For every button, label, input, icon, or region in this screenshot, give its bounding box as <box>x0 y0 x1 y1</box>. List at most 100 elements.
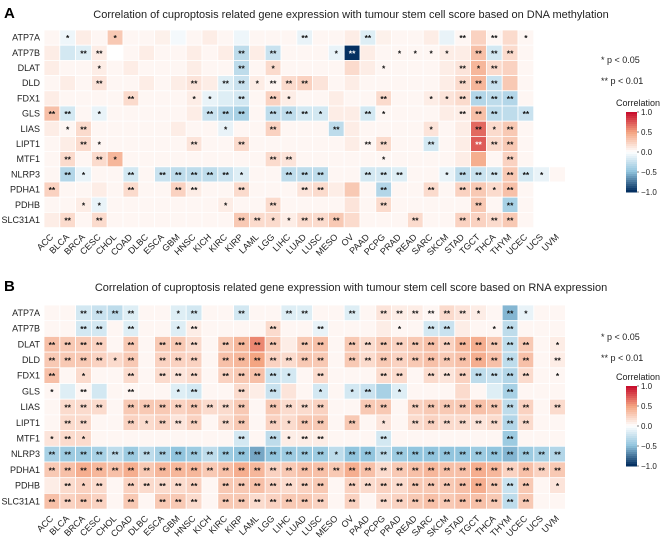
heatmap-cell <box>138 351 156 369</box>
significance-mark: * <box>256 79 260 89</box>
significance-mark: * <box>493 185 497 195</box>
colorbar-swatch <box>626 162 637 165</box>
gene-label: DLAT <box>18 339 41 349</box>
significance-mark: ** <box>396 465 403 475</box>
heatmap-cell <box>248 181 266 198</box>
heatmap-cell <box>549 75 566 92</box>
significance-mark: ** <box>523 418 530 428</box>
significance-mark: ** <box>491 450 498 460</box>
colorbar-swatch <box>626 428 637 431</box>
significance-mark: ** <box>380 94 387 104</box>
significance-mark: ** <box>491 403 498 413</box>
heatmap-cell <box>106 166 124 183</box>
significance-mark: ** <box>159 418 166 428</box>
heatmap-cell <box>327 320 345 337</box>
heatmap-cell <box>406 320 424 337</box>
heatmap-cell <box>391 430 408 447</box>
heatmap-cell <box>485 383 503 400</box>
heatmap-cell <box>185 44 203 61</box>
significance-mark: ** <box>175 185 182 195</box>
significance-mark: * <box>429 124 433 134</box>
heatmap-cell <box>154 211 171 228</box>
heatmap-cell <box>217 90 235 107</box>
heatmap-cell <box>122 75 140 92</box>
significance-mark: ** <box>317 371 324 381</box>
heatmap-cell <box>406 105 424 122</box>
heatmap-cell <box>406 60 424 77</box>
significance-mark: ** <box>286 109 293 119</box>
heatmap-cell <box>59 196 76 213</box>
gene-label: MTF1 <box>17 433 41 443</box>
significance-mark: ** <box>112 450 119 460</box>
significance-mark: ** <box>64 403 71 413</box>
heatmap-cell <box>122 105 140 122</box>
significance-mark: ** <box>207 465 214 475</box>
gene-label: LIPT1 <box>16 418 40 428</box>
heatmap-cell <box>217 430 235 447</box>
significance-mark: ** <box>349 355 356 365</box>
heatmap-cell <box>280 196 298 213</box>
heatmap-cell <box>248 196 266 213</box>
colorbar-swatch <box>626 432 637 435</box>
colorbar-swatch <box>626 190 637 193</box>
heatmap-cell <box>185 151 203 168</box>
heatmap-b: ATP7A ** ** ** ** * ** ** ** ** ** ** ** ** ** ** ** * ** *… <box>1 304 566 538</box>
significance-mark: * <box>429 94 433 104</box>
colorbar-swatch <box>626 184 637 187</box>
heatmap-cell <box>517 90 535 107</box>
heatmap-cell <box>549 135 566 152</box>
colorbar-title: Correlation <box>616 98 660 108</box>
heatmap-cell <box>248 304 266 322</box>
heatmap-cell <box>43 75 61 92</box>
heatmap-cell <box>154 44 171 61</box>
heatmap-cell <box>248 151 266 168</box>
heatmap-cell <box>327 351 345 369</box>
significance-mark: ** <box>475 109 482 119</box>
significance-mark: ** <box>80 355 87 365</box>
heatmap-cell <box>517 60 535 77</box>
colorbar-tick-label: 1.0 <box>641 108 653 117</box>
colorbar-swatch <box>626 442 637 445</box>
colorbar-swatch <box>626 404 637 407</box>
significance-mark: ** <box>396 308 403 318</box>
significance-mark: * <box>287 418 291 428</box>
significance-mark: ** <box>475 355 482 365</box>
significance-mark: * <box>287 94 291 104</box>
heatmap-cell <box>248 44 266 61</box>
heatmap-cell <box>233 320 250 337</box>
colorbar-swatch <box>626 144 637 147</box>
heatmap-cell <box>185 211 203 228</box>
significance-mark: ** <box>80 403 87 413</box>
heatmap-cell <box>343 135 361 152</box>
significance-mark: ** <box>475 371 482 381</box>
significance-mark: ** <box>159 497 166 507</box>
significance-mark: ** <box>538 450 545 460</box>
significance-mark: ** <box>301 170 308 180</box>
significance-mark: ** <box>523 465 530 475</box>
significance-mark: ** <box>491 371 498 381</box>
heatmap-cell <box>375 383 392 400</box>
heatmap-cell <box>296 120 313 137</box>
significance-mark: ** <box>491 355 498 365</box>
significance-mark: ** <box>191 497 198 507</box>
significance-mark: * <box>429 48 433 58</box>
heatmap-cell <box>217 304 235 322</box>
heatmap-cell <box>391 181 408 198</box>
significance-mark: ** <box>412 216 419 226</box>
significance-mark: ** <box>96 79 103 89</box>
heatmap-cell <box>201 320 219 337</box>
significance-mark: ** <box>112 308 119 318</box>
significance-mark: ** <box>428 308 435 318</box>
significance-mark: ** <box>191 481 198 491</box>
significance-mark: ** <box>317 355 324 365</box>
heatmap-cell <box>106 320 124 337</box>
significance-mark: ** <box>270 481 277 491</box>
colorbar-swatch <box>626 116 637 119</box>
heatmap-cell <box>549 151 566 168</box>
significance-mark: * <box>335 450 339 460</box>
significance-mark: ** <box>491 64 498 74</box>
significance-mark: * <box>82 371 86 381</box>
heatmap-cell <box>280 60 298 77</box>
heatmap-cell <box>533 477 550 494</box>
